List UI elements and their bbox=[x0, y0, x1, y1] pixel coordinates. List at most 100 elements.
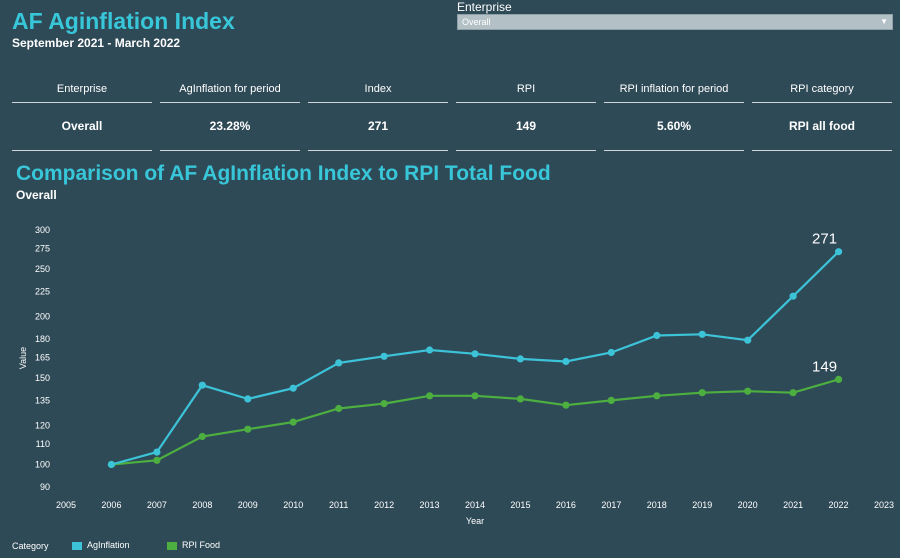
kpi-header: RPI bbox=[456, 78, 596, 103]
kpi-col-rpi-inflation: RPI inflation for period 5.60% bbox=[604, 78, 744, 154]
data-point bbox=[698, 330, 706, 338]
data-point bbox=[789, 292, 797, 300]
legend-label: AgInflation bbox=[87, 540, 130, 550]
data-point bbox=[562, 357, 570, 366]
data-point bbox=[198, 432, 206, 441]
data-point bbox=[289, 418, 297, 426]
data-point bbox=[562, 401, 570, 409]
kpi-col-rpi-category: RPI category RPI all food bbox=[752, 78, 892, 154]
data-point bbox=[744, 387, 752, 395]
y-tick-label: 300 bbox=[35, 225, 50, 235]
data-point bbox=[426, 392, 434, 400]
kpi-col-index: Index 271 bbox=[308, 78, 448, 154]
data-point bbox=[380, 352, 388, 360]
data-point bbox=[198, 381, 206, 389]
kpi-header: Index bbox=[308, 78, 448, 103]
kpi-value: 23.28% bbox=[160, 103, 300, 151]
dashboard-title: AF Aginflation Index bbox=[12, 8, 235, 34]
chart-subtitle: Overall bbox=[16, 188, 57, 202]
x-axis-title: Year bbox=[466, 516, 484, 526]
x-tick-label: 2020 bbox=[738, 500, 758, 510]
data-point bbox=[289, 384, 297, 392]
data-point bbox=[471, 392, 479, 400]
y-tick-label: 100 bbox=[35, 460, 50, 470]
kpi-value: 271 bbox=[308, 103, 448, 151]
end-value-label: 149 bbox=[812, 358, 837, 375]
kpi-header: RPI category bbox=[752, 78, 892, 103]
x-tick-label: 2009 bbox=[238, 500, 258, 510]
x-tick-label: 2023 bbox=[874, 500, 894, 510]
y-tick-label: 90 bbox=[40, 482, 50, 492]
legend-title: Category bbox=[12, 541, 49, 551]
legend-swatch bbox=[167, 541, 177, 550]
data-point bbox=[607, 348, 615, 357]
data-point bbox=[653, 331, 661, 340]
legend-label: RPI Food bbox=[182, 540, 221, 550]
kpi-value: RPI all food bbox=[752, 103, 892, 151]
y-axis-title: Value bbox=[18, 347, 28, 369]
kpi-col-enterprise: Enterprise Overall bbox=[12, 78, 152, 154]
legend-item-aginflation[interactable]: AgInflation bbox=[72, 540, 130, 550]
x-tick-label: 2005 bbox=[56, 500, 76, 510]
x-tick-label: 2013 bbox=[420, 500, 440, 510]
x-tick-label: 2016 bbox=[556, 500, 576, 510]
enterprise-dropdown[interactable]: Overall ▼ bbox=[457, 14, 893, 30]
kpi-header: Enterprise bbox=[12, 78, 152, 103]
legend-item-rpi-food[interactable]: RPI Food bbox=[167, 540, 220, 550]
legend-swatch bbox=[72, 541, 82, 550]
enterprise-dropdown-value: Overall bbox=[462, 17, 491, 27]
y-tick-label: 135 bbox=[35, 395, 50, 405]
data-point bbox=[426, 346, 434, 354]
x-tick-label: 2011 bbox=[329, 500, 348, 510]
kpi-header: AgInflation for period bbox=[160, 78, 300, 103]
x-tick-label: 2007 bbox=[147, 500, 167, 510]
x-tick-label: 2021 bbox=[783, 500, 803, 510]
data-point bbox=[744, 336, 752, 344]
kpi-col-rpi: RPI 149 bbox=[456, 78, 596, 154]
chart-title: Comparison of AF AgInflation Index to RP… bbox=[16, 162, 551, 185]
x-tick-label: 2018 bbox=[647, 500, 667, 510]
kpi-value: 5.60% bbox=[604, 103, 744, 151]
y-tick-label: 110 bbox=[36, 439, 50, 449]
data-point bbox=[516, 355, 525, 363]
data-point bbox=[789, 389, 797, 397]
x-tick-label: 2010 bbox=[283, 500, 303, 510]
x-tick-label: 2015 bbox=[510, 500, 530, 510]
y-tick-label: 250 bbox=[35, 264, 50, 274]
x-tick-label: 2019 bbox=[692, 500, 712, 510]
y-tick-label: 275 bbox=[35, 244, 50, 254]
x-tick-label: 2017 bbox=[601, 500, 621, 510]
chevron-down-icon: ▼ bbox=[880, 17, 888, 26]
y-tick-label: 120 bbox=[35, 421, 50, 431]
kpi-col-aginflation: AgInflation for period 23.28% bbox=[160, 78, 300, 154]
end-value-label: 271 bbox=[812, 231, 837, 248]
y-tick-label: 165 bbox=[35, 353, 50, 363]
data-point bbox=[653, 392, 661, 400]
data-point bbox=[335, 359, 343, 367]
period-subtitle: September 2021 - March 2022 bbox=[12, 36, 181, 50]
data-point bbox=[835, 248, 843, 256]
y-tick-label: 150 bbox=[35, 373, 50, 383]
x-tick-label: 2012 bbox=[374, 500, 394, 510]
data-point bbox=[516, 395, 525, 403]
data-point bbox=[153, 456, 161, 464]
data-point bbox=[244, 425, 252, 433]
y-tick-label: 225 bbox=[35, 286, 50, 296]
x-tick-label: 2014 bbox=[465, 500, 485, 510]
data-point bbox=[380, 400, 388, 408]
data-point bbox=[698, 389, 706, 397]
kpi-value: 149 bbox=[456, 103, 596, 151]
kpi-value: Overall bbox=[12, 103, 152, 151]
data-point bbox=[607, 396, 615, 404]
x-tick-label: 2022 bbox=[829, 500, 849, 510]
y-tick-label: 200 bbox=[35, 312, 50, 322]
y-tick-label: 180 bbox=[35, 334, 50, 344]
series-line-rpi-food bbox=[111, 378, 839, 466]
data-point bbox=[153, 448, 161, 456]
data-point bbox=[107, 460, 115, 469]
data-point bbox=[835, 375, 843, 383]
kpi-header: RPI inflation for period bbox=[604, 78, 744, 103]
data-point bbox=[244, 395, 252, 403]
x-tick-label: 2006 bbox=[101, 500, 121, 510]
